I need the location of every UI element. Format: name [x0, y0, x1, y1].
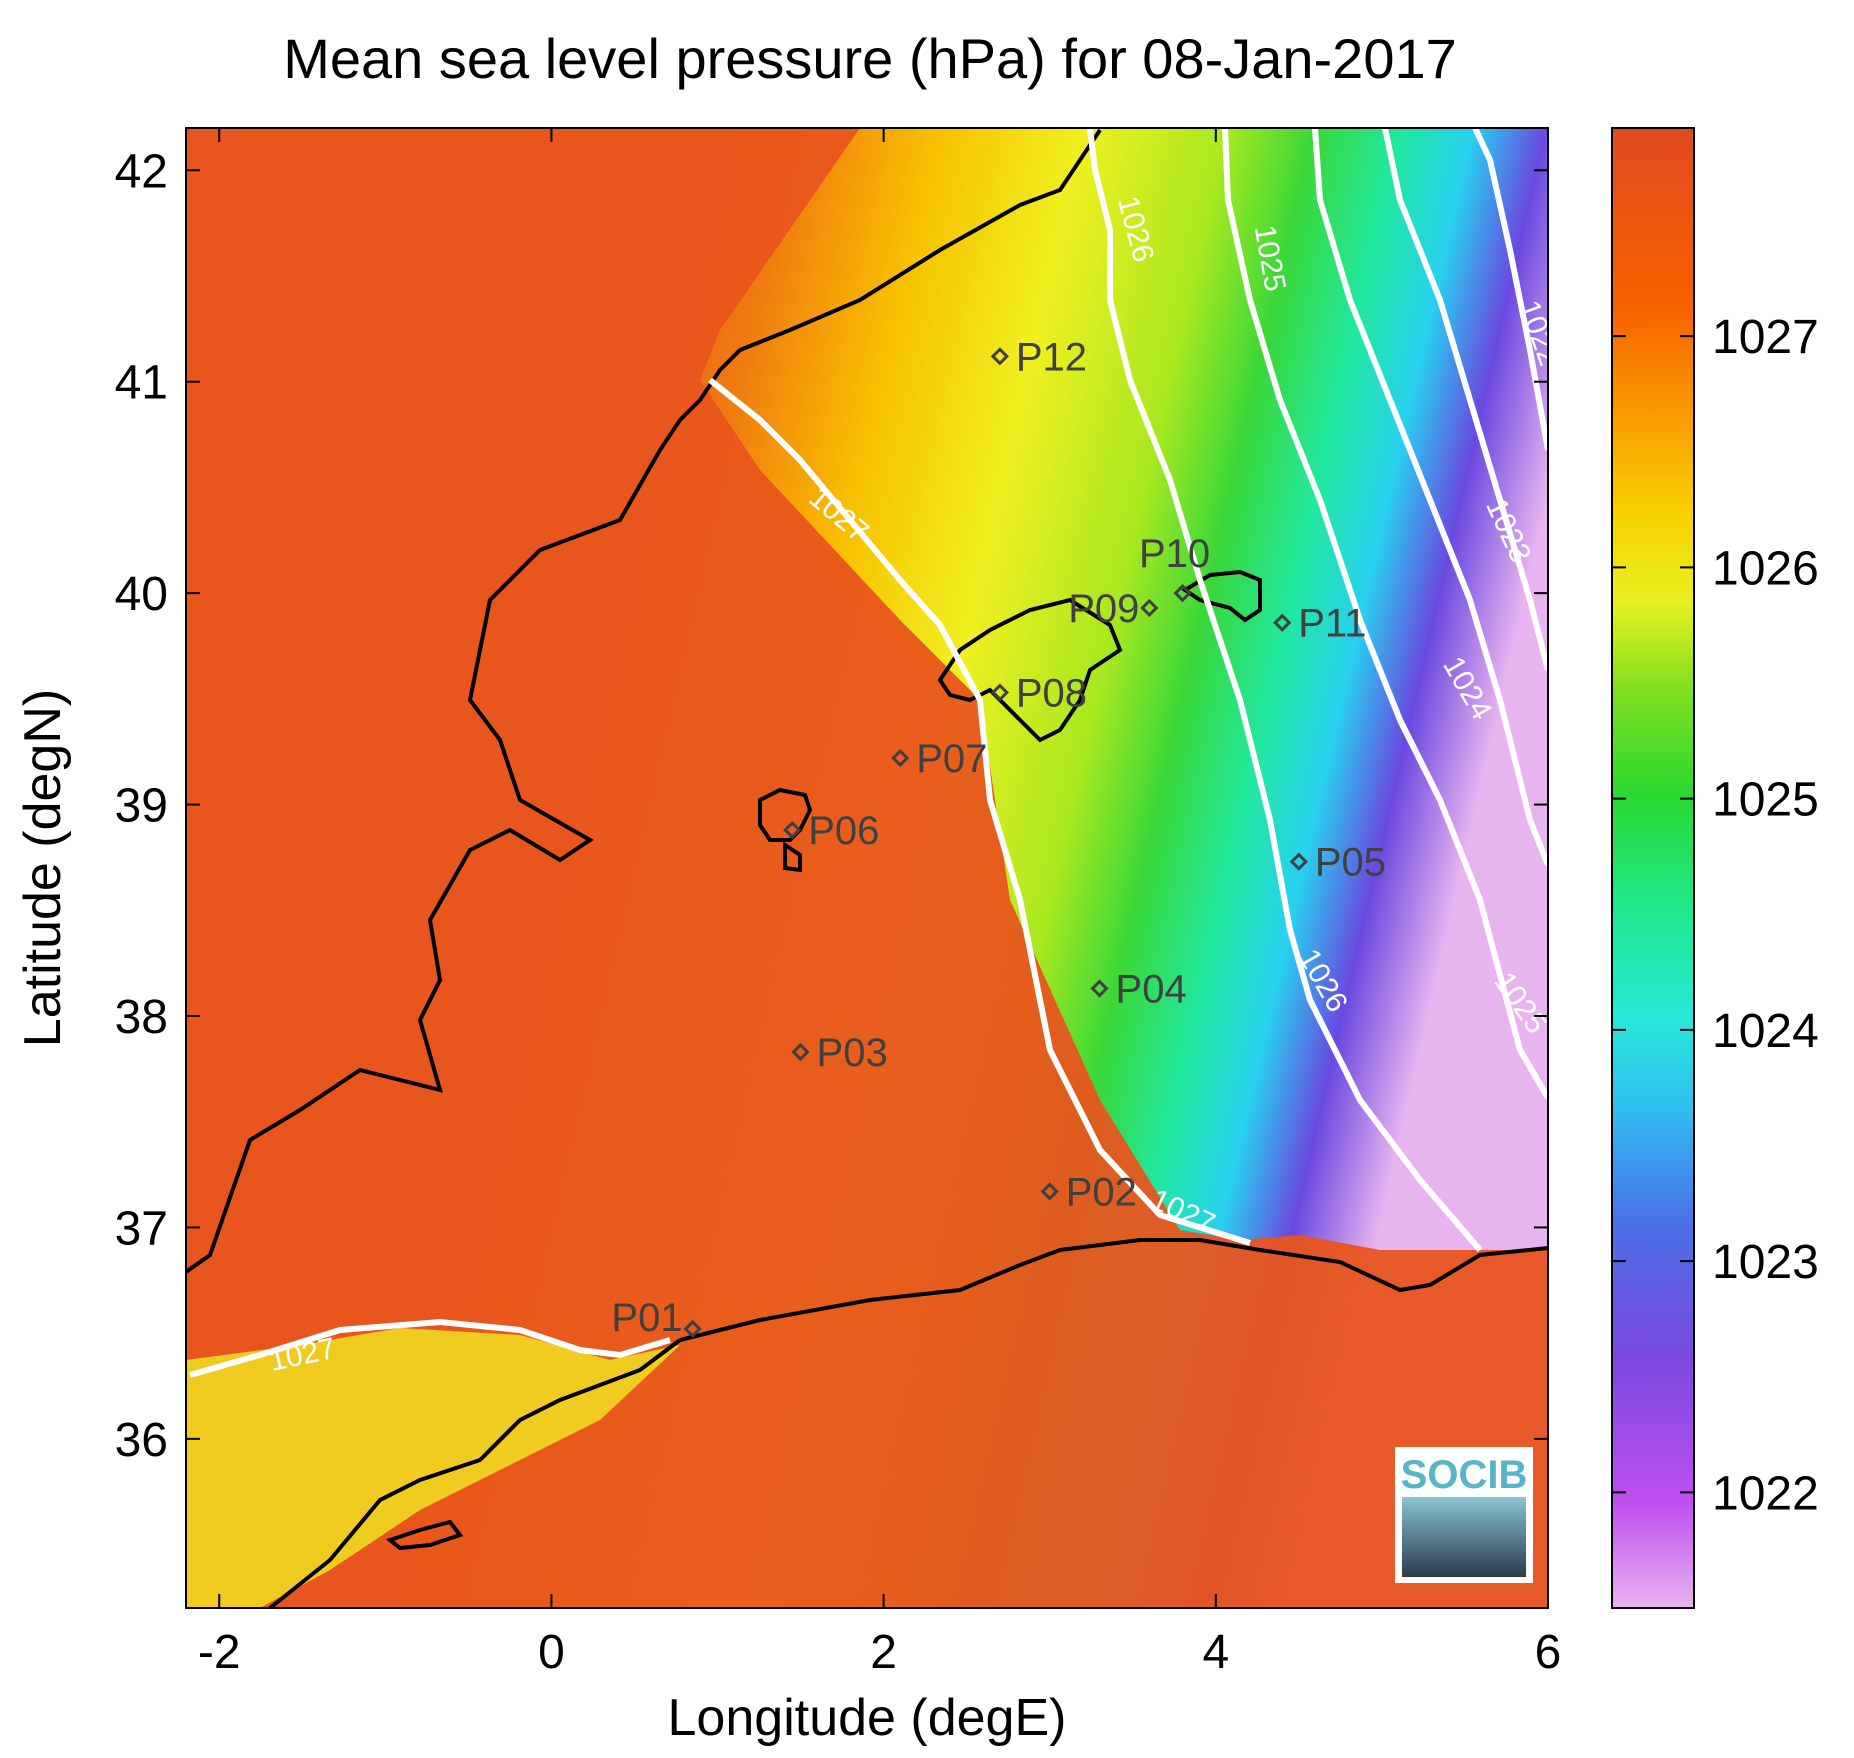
x-tick-label: -2: [198, 1626, 241, 1679]
isobar-1022: [1472, 128, 1548, 451]
station-marker-p03: [791, 1042, 810, 1062]
station-marker-p12: [990, 347, 1010, 366]
isobar-1024: [1312, 128, 1548, 867]
isobar-1023: [1382, 128, 1548, 671]
station-marker-p08: [990, 683, 1010, 702]
station-marker-p01: [683, 1319, 702, 1339]
isobars: [189, 128, 1548, 1378]
station-marker-p10: [1173, 584, 1192, 603]
y-axis-ticks: 36 37 38 39 40 41 42: [115, 145, 1548, 1467]
station-label-p11: P11: [1298, 602, 1366, 646]
station-label-p06: P06: [808, 809, 879, 853]
colorbar-tick-label: 1027: [1712, 311, 1819, 364]
colorbar-tick-label: 1023: [1712, 1236, 1819, 1289]
coastlines: [186, 128, 1548, 1608]
y-tick-label: 39: [115, 780, 168, 833]
x-tick-label: 2: [870, 1626, 897, 1679]
y-tick-label: 37: [115, 1202, 168, 1255]
socib-logo: SOCIB: [1395, 1447, 1533, 1583]
y-tick-label: 42: [115, 145, 168, 198]
station-label-p07: P07: [916, 737, 987, 781]
x-tick-label: 0: [538, 1626, 565, 1679]
x-tick-label: 4: [1202, 1626, 1229, 1679]
station-label-p12: P12: [1016, 335, 1087, 379]
y-tick-label: 41: [115, 357, 168, 410]
station-label-p08: P08: [1016, 672, 1087, 716]
station-label-p09: P09: [1068, 587, 1139, 631]
station-label-p02: P02: [1066, 1170, 1137, 1214]
yellow-region-southwest: [186, 1328, 680, 1608]
high-pressure-region: [186, 128, 1548, 1608]
isobar-1027-north: [708, 377, 1251, 1246]
station-marker-p09: [1140, 598, 1159, 618]
station-label-p04: P04: [1116, 968, 1187, 1012]
plot-frame: [185, 127, 1549, 1609]
colorbar-tick-label: 1025: [1712, 774, 1819, 827]
station-label-p10: P10: [1139, 532, 1210, 576]
y-tick-label: 36: [115, 1414, 168, 1467]
colorbar-tick-label: 1024: [1712, 1005, 1819, 1058]
station-marker-p02: [1040, 1182, 1059, 1201]
colorbar-tick-label: 1022: [1712, 1467, 1819, 1520]
isobar-1026: [1087, 128, 1483, 1252]
station-label-p01: P01: [611, 1296, 682, 1340]
colorbar-tick-label: 1026: [1712, 542, 1819, 595]
y-tick-label: 40: [115, 568, 168, 621]
isobar-1027-south: [189, 1318, 671, 1378]
station-marker-p04: [1090, 979, 1109, 998]
station-label-p05: P05: [1315, 841, 1386, 885]
colorbar-scale: [1611, 127, 1695, 1609]
station-marker-p05: [1289, 852, 1308, 871]
colorbar: 1022 1023 1024 1025 1026 1027: [1611, 127, 1819, 1609]
station-marker-p06: [783, 820, 802, 840]
station-marker-p07: [891, 748, 910, 768]
y-tick-label: 38: [115, 991, 168, 1044]
x-axis-ticks: -2 0 2 4 6: [198, 128, 1561, 1679]
colorbar-ticks: 1022 1023 1024 1025 1026 1027: [1612, 311, 1819, 1520]
socib-logo-text: SOCIB: [1401, 1453, 1528, 1497]
x-tick-label: 6: [1535, 1626, 1562, 1679]
y-axis-label: Latitude (degN): [14, 689, 72, 1047]
chart-title: Mean sea level pressure (hPa) for 08-Jan…: [283, 27, 1457, 90]
station-marker-p11: [1273, 613, 1292, 632]
station-label-p03: P03: [817, 1031, 888, 1075]
isobar-1025: [1222, 128, 1548, 1100]
x-axis-label: Longitude (degE): [668, 1689, 1067, 1747]
map-plot-area: 1027 1027 1027 1026 1026 1025 1025 1024 …: [186, 128, 1548, 1608]
